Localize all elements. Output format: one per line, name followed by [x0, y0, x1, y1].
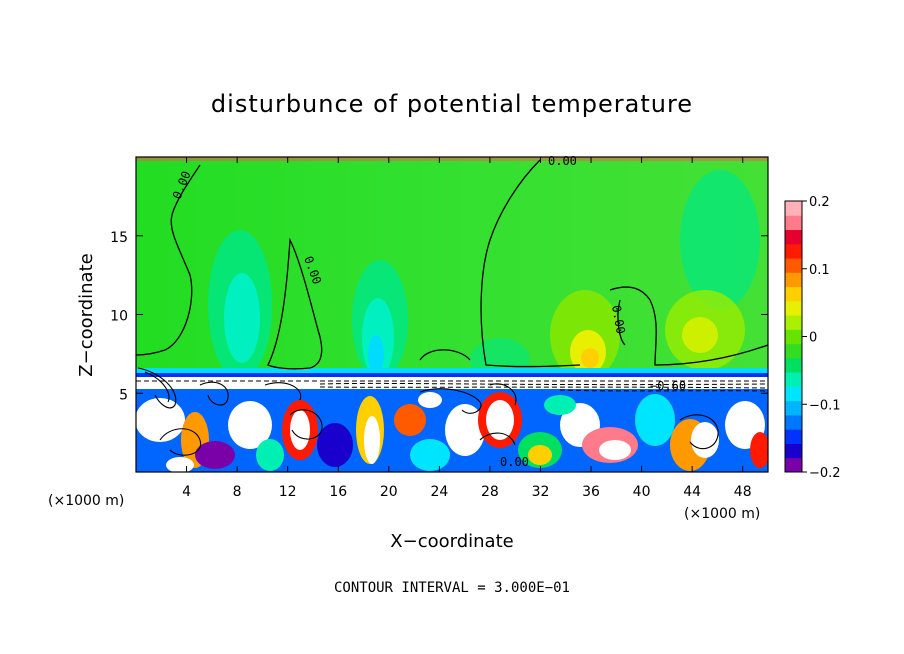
cool-core-inner	[368, 335, 384, 375]
colorbar-swatch	[785, 457, 802, 473]
colorbar-swatch	[785, 272, 802, 288]
x-tick-label: 12	[279, 484, 297, 500]
x-tick-label: 8	[233, 484, 242, 500]
colorbar-tick-label: −0.1	[809, 398, 841, 413]
plot-field	[136, 157, 768, 472]
turbulent-blobs	[136, 392, 768, 472]
colorbar: −0.2 −0.1 0 0.1 0.2	[784, 195, 841, 481]
x-tick-label: 40	[633, 484, 651, 500]
swirl-contours	[137, 367, 719, 456]
x-unit-left: (×1000 m)	[48, 493, 124, 509]
x-tick-label: 28	[481, 484, 499, 500]
x-tick-label: 44	[683, 484, 701, 500]
colorbar-swatch	[785, 414, 802, 430]
warm-core-inner	[581, 348, 599, 368]
inversion-contours	[136, 380, 768, 392]
contour-interval-note: CONTOUR INTERVAL = 3.000E−01	[334, 580, 570, 596]
x-axis-label: X−coordinate	[390, 531, 513, 552]
contour-label: 0.00	[548, 154, 577, 168]
x-tick-label: 4	[182, 484, 191, 500]
x-tick-label: 48	[734, 484, 752, 500]
x-tick-label: 16	[329, 484, 347, 500]
colorbar-swatch	[785, 372, 802, 387]
x-axis: 4 8 12 16 20 24 28 32 36 40 44 48	[182, 157, 752, 500]
colorbar-swatch	[785, 400, 802, 416]
colorbar-swatch	[785, 201, 802, 216]
y-tick-label: 10	[110, 309, 128, 325]
x-tick-label: 36	[582, 484, 600, 500]
colorbar-tick-label: 0.2	[809, 195, 830, 210]
colorbar-swatch	[785, 229, 802, 245]
colorbar-swatch	[785, 443, 802, 459]
warm-core	[682, 317, 718, 353]
x-unit-right: (×1000 m)	[684, 506, 760, 522]
chart-title: disturbunce of potential temperature	[211, 90, 693, 118]
colorbar-swatch	[785, 429, 802, 444]
x-tick-label: 20	[380, 484, 398, 500]
cool-patch	[680, 170, 760, 310]
y-axis: 5 10 15	[110, 230, 768, 403]
colorbar-swatch	[785, 286, 802, 302]
contour-lines	[136, 159, 768, 370]
top-band	[136, 157, 768, 161]
colorbar-swatch	[785, 215, 802, 231]
contour-label: 0.00	[500, 455, 529, 469]
colorbar-swatch	[785, 343, 802, 359]
colorbar-swatch	[785, 258, 802, 273]
x-tick-label: 24	[430, 484, 448, 500]
cool-core	[224, 273, 260, 363]
colorbar-swatch	[785, 357, 802, 373]
colorbar-swatch	[785, 315, 802, 330]
interface-band-cyan	[136, 368, 768, 373]
colorbar-swatch	[785, 300, 802, 316]
colorbar-tick-label: 0	[809, 331, 817, 346]
colorbar-tick-label: −0.2	[809, 466, 841, 481]
x-tick-label: 32	[532, 484, 550, 500]
y-tick-label: 5	[119, 387, 128, 403]
colorbar-swatch	[785, 243, 802, 259]
contour-label: 0.00	[609, 304, 628, 335]
colorbar-swatch	[785, 386, 802, 402]
contour-label: −0.60	[650, 379, 686, 393]
colorbar-tick-label: 0.1	[809, 263, 830, 278]
interface-band-blue	[136, 373, 768, 377]
y-axis-label: Z−coordinate	[76, 253, 97, 376]
y-tick-label: 15	[110, 230, 128, 246]
colorbar-swatch	[785, 329, 802, 345]
